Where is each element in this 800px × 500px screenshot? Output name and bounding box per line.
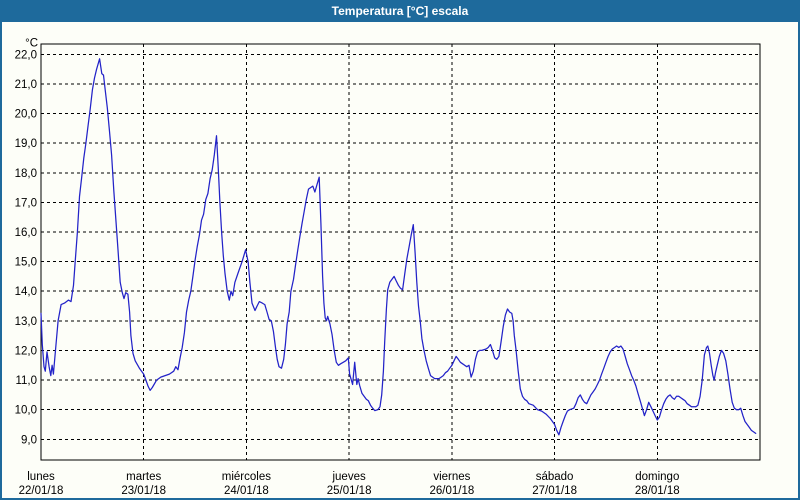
day-date-label: 28/01/18: [635, 485, 680, 497]
day-date-label: 26/01/18: [430, 485, 475, 497]
day-date-label: 22/01/18: [19, 485, 64, 497]
y-tick-label: 17,0: [15, 197, 37, 209]
y-tick-label: 16,0: [15, 227, 37, 239]
y-tick-label: 9,0: [21, 434, 37, 446]
day-date-label: 25/01/18: [327, 485, 372, 497]
plot-frame: [40, 43, 761, 461]
window-title: Temperatura [°C] escala: [331, 4, 469, 18]
y-tick-label: 19,0: [15, 138, 37, 150]
y-tick-label: 14,0: [15, 286, 37, 298]
y-tick-label: 13,0: [15, 316, 37, 328]
day-name-label: viernes: [433, 471, 470, 483]
y-tick-label: 21,0: [15, 79, 37, 91]
title-bar[interactable]: Temperatura [°C] escala: [0, 0, 800, 22]
y-tick-label: 10,0: [15, 405, 37, 417]
y-axis-unit-label: °C: [25, 37, 38, 49]
day-name-label: lunes: [27, 471, 55, 483]
day-name-label: domingo: [635, 471, 679, 483]
y-tick-label: 12,0: [15, 345, 37, 357]
temperature-series-line: [40, 58, 757, 436]
y-tick-label: 15,0: [15, 257, 37, 269]
day-name-label: miércoles: [222, 471, 271, 483]
day-date-label: 24/01/18: [224, 485, 269, 497]
y-tick-label: 20,0: [15, 109, 37, 121]
y-tick-label: 11,0: [15, 375, 37, 387]
day-name-label: sábado: [536, 471, 574, 483]
day-name-label: jueves: [331, 471, 365, 483]
day-name-label: martes: [126, 471, 161, 483]
y-tick-label: 22,0: [15, 49, 37, 61]
day-date-label: 23/01/18: [121, 485, 166, 497]
day-date-label: 27/01/18: [532, 485, 577, 497]
y-tick-label: 18,0: [15, 168, 37, 180]
